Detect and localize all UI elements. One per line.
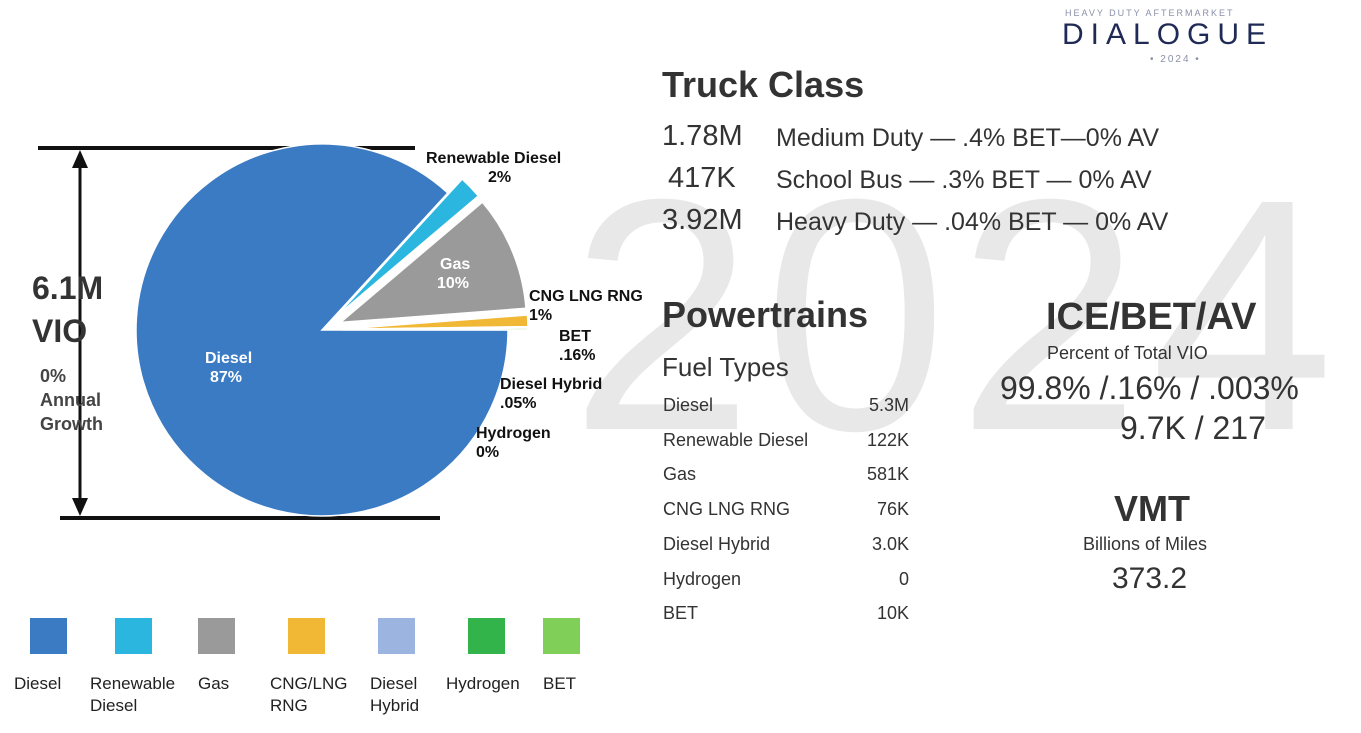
logo-name: DIALOGUE <box>1062 18 1274 51</box>
fuel-name: Hydrogen <box>663 568 742 589</box>
vmt-subtitle: Billions of Miles <box>1083 534 1208 554</box>
logo-year: • 2024 • <box>1150 54 1201 65</box>
fuel-count: 76K <box>876 499 909 520</box>
watermark: 2024 <box>570 130 1345 499</box>
pie-value: .05% <box>500 395 537 412</box>
fuel-count: 581K <box>866 464 909 485</box>
legend-swatch <box>468 618 505 654</box>
pie-label: Diesel <box>205 350 253 367</box>
pie-slice <box>135 143 509 517</box>
growth: 0% <box>40 366 67 386</box>
pie-slice <box>335 178 480 317</box>
fuel-count: 5.3M <box>868 395 909 415</box>
pie-value: .16% <box>559 347 596 364</box>
fuel-types: Fuel Types <box>662 352 789 382</box>
ice-title: ICE/BET/AV <box>1046 296 1257 338</box>
legend-label: Hydrogen <box>446 674 520 693</box>
truck-desc: School Bus — .3% BET — 0% AV <box>776 166 1152 194</box>
legend-swatch <box>543 618 580 654</box>
truck-count: 417K <box>668 162 736 194</box>
pie-slice <box>338 201 527 324</box>
legend-swatch <box>115 618 152 654</box>
pie-value: 10% <box>437 275 470 292</box>
fuel-count: 3.0K <box>871 533 909 554</box>
vmt-value: 373.2 <box>1112 562 1188 595</box>
fuel-count: 0 <box>898 568 909 589</box>
fuel-count: 10K <box>876 603 909 624</box>
truck-class-title: Truck Class <box>662 64 865 105</box>
vio-value: 6.1M <box>32 270 104 306</box>
truck-desc: Heavy Duty — .04% BET — 0% AV <box>776 208 1169 236</box>
fuel-name: Gas <box>663 464 697 485</box>
ice-subtitle: Percent of Total VIO <box>1047 343 1208 363</box>
legend-label: Diesel Hybrid <box>370 674 420 715</box>
fuel-name: Renewable Diesel <box>663 429 809 450</box>
legend-label: Gas <box>198 674 230 693</box>
truck-desc: Medium Duty — .4% BET—0% AV <box>776 124 1159 152</box>
growth: Growth <box>40 414 103 434</box>
pie-label: Gas <box>440 256 471 273</box>
legend-label: CNG/LNG RNG <box>270 674 348 715</box>
legend-swatch <box>198 618 235 654</box>
pie-value: 1% <box>529 307 553 324</box>
fuel-name: Diesel <box>663 395 714 415</box>
pie-value: 87% <box>210 369 243 386</box>
fuel-count: 122K <box>866 429 909 450</box>
ice-line: 99.8% /.16% / .003% <box>1000 370 1299 406</box>
legend-swatch <box>378 618 415 654</box>
legend-label: BET <box>543 674 577 693</box>
growth: Annual <box>40 390 101 410</box>
legend-label: Renewable Diesel <box>90 674 176 715</box>
fuel-name: BET <box>663 603 699 624</box>
pie-value: 2% <box>488 169 512 186</box>
legend-swatch <box>30 618 67 654</box>
truck-count: 1.78M <box>662 120 743 152</box>
ice-line: 9.7K / 217 <box>1120 410 1266 446</box>
legend-swatch <box>288 618 325 654</box>
vio-label: VIO <box>32 313 88 349</box>
truck-count: 3.92M <box>662 204 743 236</box>
powertrains-title: Powertrains <box>662 294 869 335</box>
legend-label: Diesel <box>14 674 62 693</box>
pie-label: BET <box>559 328 591 345</box>
vmt-title: VMT <box>1114 488 1190 529</box>
pie-label: Renewable Diesel <box>426 150 562 167</box>
pie-label: Hydrogen <box>476 425 551 442</box>
logo-top: HEAVY DUTY AFTERMARKET <box>1065 8 1235 18</box>
fuel-name: CNG LNG RNG <box>663 499 791 520</box>
pie-label: CNG LNG RNG <box>529 288 643 305</box>
pie-slice <box>341 327 529 331</box>
fuel-name: Diesel Hybrid <box>663 533 771 554</box>
pie-label: Diesel Hybrid <box>500 376 603 393</box>
pie-value: 0% <box>476 444 500 461</box>
